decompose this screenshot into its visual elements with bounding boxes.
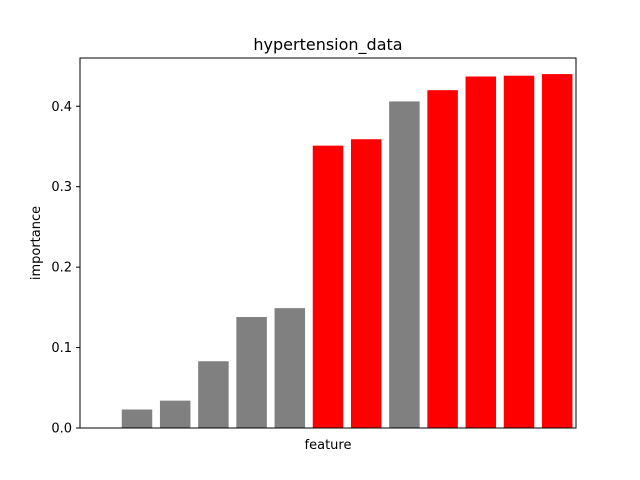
bar-11 — [503, 75, 535, 428]
y-axis-label: importance — [29, 206, 44, 280]
plot-frame — [79, 57, 577, 429]
bar-5 — [274, 308, 306, 428]
bars-group — [121, 74, 573, 429]
bar-8 — [389, 101, 420, 429]
y-tick-label: 0.2 — [51, 261, 72, 276]
bar-4 — [236, 317, 267, 428]
chart-title: hypertension_data — [253, 35, 402, 55]
bar-2 — [159, 400, 191, 428]
bar-7 — [350, 139, 382, 429]
y-tick-label: 0.4 — [51, 100, 72, 115]
y-tick-label: 0.3 — [51, 180, 72, 195]
y-tick-label: 0.1 — [51, 341, 72, 356]
bar-3 — [198, 361, 229, 428]
bar-10 — [465, 76, 497, 428]
bar-12 — [541, 74, 573, 428]
bar-1 — [121, 409, 153, 428]
y-axis: 0.0 0.1 0.2 0.3 0.4 — [51, 100, 80, 437]
y-tick-label: 0.0 — [51, 422, 72, 437]
bar-9 — [427, 90, 458, 429]
x-axis-label: feature — [305, 438, 352, 453]
bar-6 — [312, 145, 344, 429]
